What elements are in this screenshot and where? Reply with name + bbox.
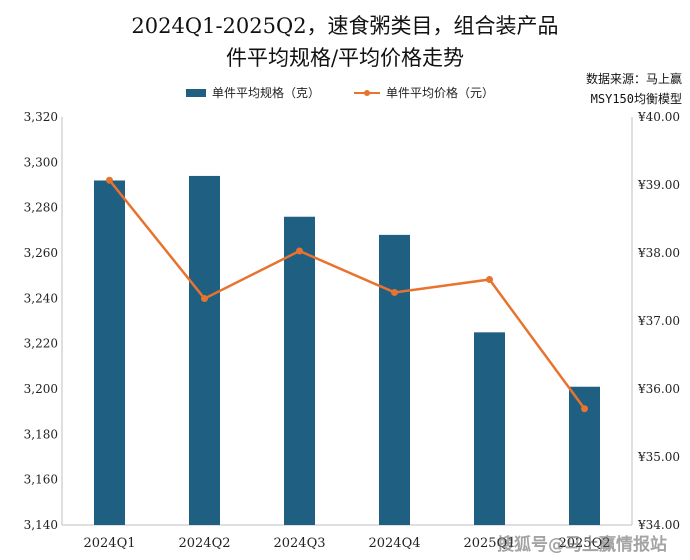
y-left-tick-label: 3,320: [24, 110, 58, 124]
y-left-tick-label: 3,220: [24, 337, 58, 351]
x-tick-label: 2024Q3: [273, 536, 325, 551]
legend-bar-swatch: [186, 88, 206, 97]
x-tick-label: 2024Q2: [178, 536, 230, 551]
bar-2024Q4: [379, 234, 410, 525]
x-tick-label: 2024Q4: [368, 536, 420, 551]
y-right-tick-label: ¥38.00: [637, 246, 680, 260]
y-right-tick-label: ¥35.00: [637, 450, 680, 464]
x-tick-label: 2024Q1: [83, 536, 135, 551]
y-left-tick-label: 3,200: [24, 382, 58, 396]
y-left-tick-label: 3,160: [24, 473, 58, 487]
y-left-tick-label: 3,300: [24, 155, 58, 169]
x-tick-label: 2025Q1: [463, 536, 515, 551]
legend-item-bars: 单件平均规格（克）: [186, 84, 320, 101]
legend-item-line: 单件平均价格（元）: [354, 84, 494, 101]
y-right-tick-label: ¥40.00: [637, 110, 680, 124]
bar-2024Q3: [284, 216, 315, 525]
y-right-tick-label: ¥34.00: [637, 518, 680, 532]
price-line: [108, 179, 586, 410]
y-left-tick-label: 3,140: [24, 518, 58, 532]
y-right-tick-label: ¥36.00: [637, 382, 680, 396]
chart-title-line2: 件平均规格/平均价格走势: [225, 46, 465, 70]
chart-title-line1: 2024Q1-2025Q2，速食粥类目，组合装产品: [131, 14, 559, 38]
price-point-2025Q2: [581, 405, 588, 413]
bar-2024Q1: [94, 180, 125, 525]
bar-2024Q2: [189, 175, 220, 525]
bar-2025Q1: [474, 332, 505, 525]
legend-label-line: 单件平均价格（元）: [386, 86, 495, 100]
y-left-tick-label: 3,180: [24, 427, 58, 441]
watermark-text: 搜狐号@马上赢情报站: [497, 535, 667, 555]
x-tick-label: 2025Q2: [558, 536, 610, 551]
price-point-2024Q4: [391, 288, 398, 296]
y-left-tick-label: 3,280: [24, 201, 58, 215]
y-right-tick-label: ¥37.00: [637, 314, 680, 328]
data-source-label: 数据来源：马上赢: [585, 72, 682, 86]
price-point-2024Q3: [296, 247, 303, 255]
price-point-2025Q1: [486, 276, 493, 284]
y-left-tick-label: 3,260: [24, 246, 58, 260]
y-right-tick-label: ¥39.00: [637, 178, 680, 192]
price-point-2024Q2: [201, 295, 208, 303]
model-label: MSY150均衡模型: [590, 92, 682, 106]
y-left-tick-label: 3,240: [24, 291, 58, 305]
legend-label-bars: 单件平均规格（克）: [212, 86, 321, 100]
legend-line-swatch: [354, 89, 381, 97]
chart-legend: 单件平均规格（克） 单件平均价格（元）: [186, 84, 528, 101]
price-point-2024Q1: [106, 176, 113, 184]
